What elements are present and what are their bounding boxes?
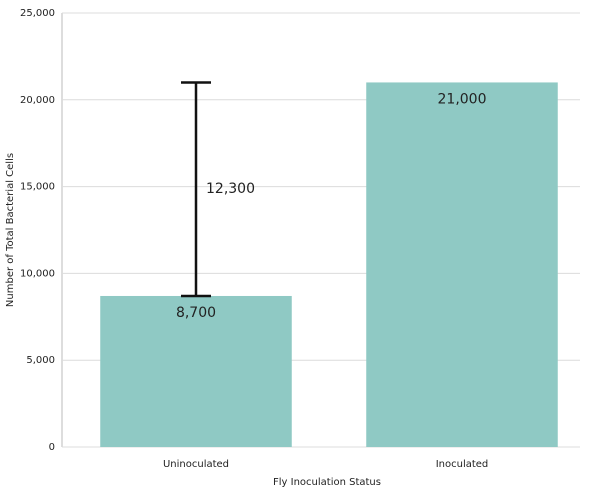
value-label: 8,700 [176, 305, 216, 321]
y-tick-label: 10,000 [20, 268, 55, 279]
y-tick-label: 20,000 [20, 95, 55, 106]
x-axis-title: Fly Inoculation Status [273, 477, 381, 488]
x-tick-label: Uninoculated [163, 459, 229, 470]
y-tick-label: 15,000 [20, 182, 55, 193]
value-label: 21,000 [438, 91, 487, 107]
y-axis-title: Number of Total Bacterial Cells [5, 153, 16, 307]
y-tick-label: 5,000 [26, 355, 55, 366]
bar [366, 82, 558, 447]
x-tick-label: Inoculated [436, 459, 489, 470]
y-tick-label: 25,000 [20, 8, 55, 19]
error-label: 12,300 [206, 181, 255, 197]
error-bar [181, 81, 211, 298]
y-tick-label: 0 [49, 442, 55, 453]
bar [100, 295, 292, 447]
